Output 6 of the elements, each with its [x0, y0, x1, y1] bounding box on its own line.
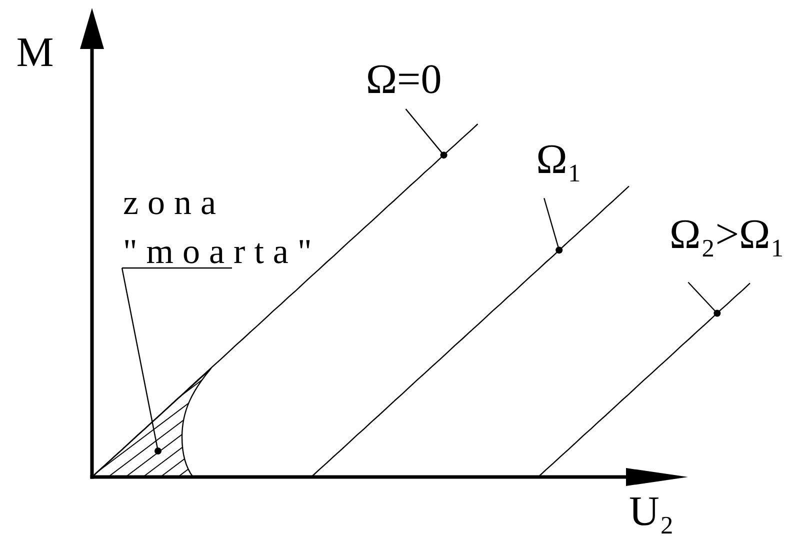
annotation: zona "moarta"	[123, 183, 321, 271]
legend-label: Ω₁	[536, 137, 582, 184]
series-label: Ω₂>Ω₁	[669, 212, 785, 258]
series-label: Ω=0	[366, 57, 442, 104]
x-axis-title: U₂	[629, 489, 674, 535]
y-axis-title: M	[16, 30, 54, 76]
